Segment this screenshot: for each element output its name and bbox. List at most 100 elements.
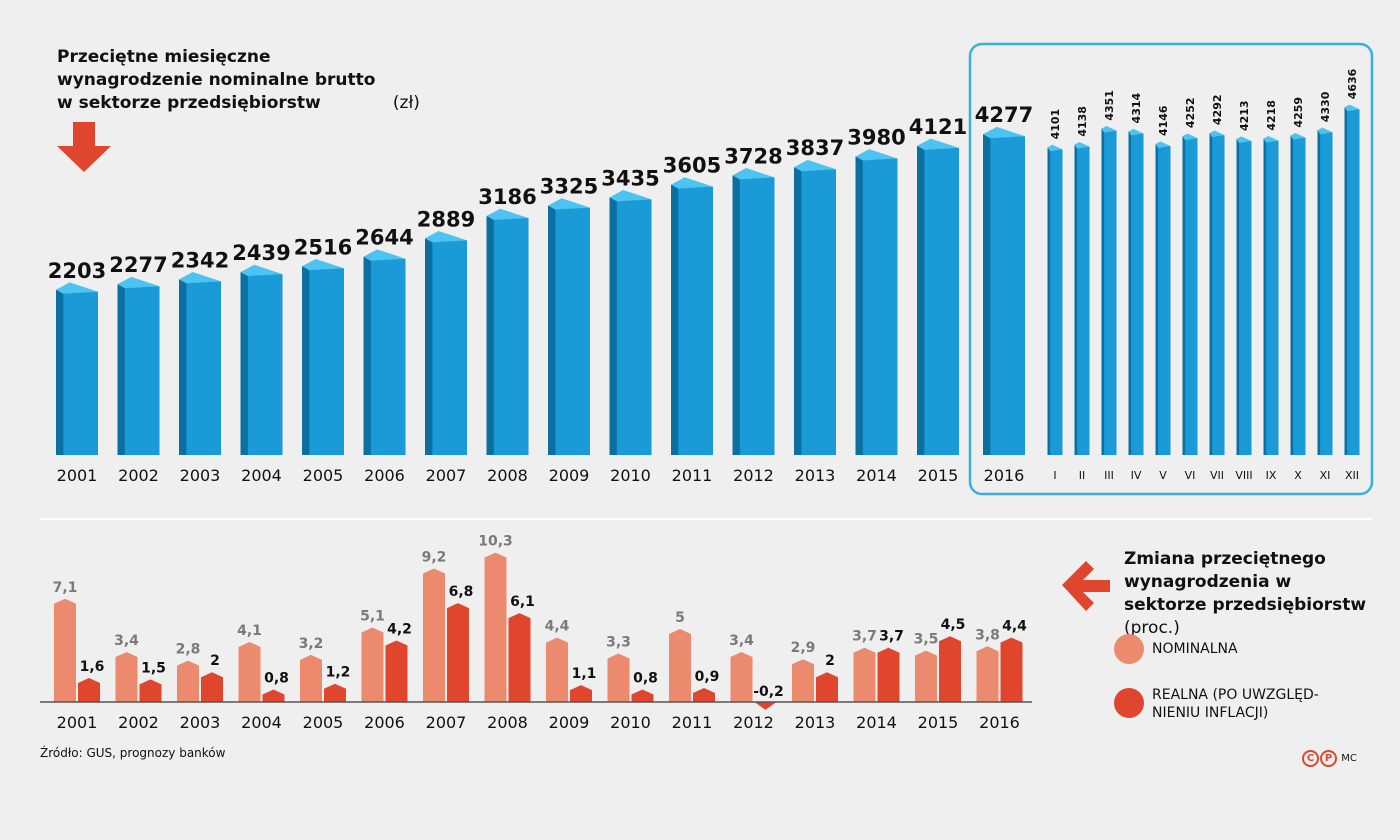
monthly-bar — [1131, 133, 1144, 455]
real-bar — [570, 685, 592, 702]
nominal-value-label: 3,5 — [914, 632, 939, 648]
nominal-value-label: 2,8 — [176, 642, 201, 658]
annual-value-label: 3605 — [663, 154, 721, 178]
month-tick-label: XI — [1320, 469, 1331, 482]
real-value-label: 0,9 — [695, 669, 720, 685]
annual-bar-top — [794, 159, 836, 172]
month-tick-label: IV — [1131, 469, 1142, 482]
annual-bar-top — [983, 126, 1025, 139]
annual-value-label: 2889 — [417, 207, 475, 231]
real-value-label: 2 — [825, 653, 835, 669]
source-note: Źródło: GUS, prognozy banków — [40, 746, 226, 760]
nominal-bar — [300, 654, 322, 702]
annual-bar — [924, 147, 959, 456]
annual-bar — [616, 199, 652, 455]
nominal-bar — [730, 652, 753, 702]
month-tick-label: VI — [1185, 469, 1196, 482]
year-tick-label: 2001 — [57, 713, 98, 732]
legend-real: REALNA (PO UWZGLĘD- NIENIU INFLACJI) — [1114, 686, 1319, 722]
monthly-bar — [1212, 135, 1225, 455]
annual-bar — [432, 240, 467, 455]
real-bar — [631, 689, 654, 702]
nominal-value-label: 4,1 — [237, 623, 262, 639]
top-chart-title: Przeciętne miesięczne wynagrodzenie nomi… — [57, 47, 420, 113]
real-value-label: 2 — [210, 653, 220, 669]
year-tick-label: 2013 — [795, 466, 836, 485]
year-tick-label: 2006 — [364, 466, 405, 485]
month-tick-label: VIII — [1235, 469, 1252, 482]
monthly-value-label: 4101 — [1049, 109, 1062, 140]
annual-bar-top — [548, 198, 590, 210]
monthly-bar — [1077, 146, 1090, 455]
monthly-bar-top — [1047, 144, 1063, 152]
real-value-label: 6,1 — [510, 594, 535, 610]
nominal-bar — [976, 646, 999, 702]
annual-value-label: 3980 — [847, 126, 905, 150]
annual-bar-top — [732, 168, 775, 180]
real-value-label: 1,6 — [80, 659, 105, 675]
arrow-down-icon — [57, 122, 111, 172]
annual-bar — [247, 274, 283, 455]
annual-bar — [186, 281, 221, 455]
monthly-value-label: 4146 — [1157, 105, 1170, 136]
monthly-bar — [1266, 140, 1279, 455]
real-value-label: 3,7 — [879, 629, 904, 645]
real-bar — [201, 672, 223, 702]
year-tick-label: 2012 — [733, 466, 774, 485]
monthly-bar-top — [1128, 128, 1144, 136]
real-value-label: 1,1 — [572, 666, 597, 682]
real-value-label: 4,4 — [1002, 619, 1027, 635]
monthly-value-label: 4259 — [1292, 97, 1305, 128]
monthly-value-label: 4252 — [1184, 97, 1197, 128]
annual-value-label: 3325 — [540, 175, 598, 199]
annual-bar-top — [302, 258, 344, 271]
annual-value-label: 2203 — [48, 259, 106, 283]
monthly-bar-top — [1101, 126, 1117, 133]
monthly-bar — [1185, 138, 1198, 455]
year-tick-label: 2010 — [610, 466, 651, 485]
monthly-bar-top — [1182, 133, 1198, 141]
year-tick-label: 2013 — [795, 713, 836, 732]
monthly-value-label: 4213 — [1238, 100, 1251, 131]
monthly-bar-top — [1263, 136, 1279, 143]
nominal-bar — [669, 629, 691, 702]
nominal-bar — [177, 660, 199, 702]
year-tick-label: 2001 — [57, 466, 98, 485]
annual-value-label: 2516 — [294, 235, 352, 259]
year-tick-label: 2008 — [487, 713, 528, 732]
annual-bar — [370, 258, 406, 455]
real-bar — [447, 603, 469, 702]
monthly-bar — [1158, 146, 1171, 456]
year-tick-label: 2015 — [918, 713, 959, 732]
year-tick-label: 2005 — [303, 466, 344, 485]
annual-bar — [678, 186, 713, 455]
nominal-value-label: 2,9 — [791, 640, 816, 656]
monthly-value-label: 4330 — [1319, 91, 1332, 122]
annual-bar-top — [240, 264, 283, 277]
year-tick-label: 2012 — [733, 713, 774, 732]
nominal-bar — [484, 552, 507, 702]
nominal-bar — [853, 647, 876, 702]
real-bar — [693, 688, 715, 702]
annual-bar-top — [486, 208, 529, 221]
month-tick-label: VII — [1210, 469, 1224, 482]
arrow-left-icon — [1062, 561, 1110, 611]
real-bar — [816, 672, 838, 702]
annual-bar — [739, 177, 775, 455]
annual-value-label: 4277 — [975, 103, 1033, 127]
monthly-bar — [1050, 149, 1063, 456]
month-tick-label: X — [1294, 469, 1302, 482]
legend-nominal: NOMINALNA — [1114, 634, 1238, 664]
annual-bar-top — [179, 272, 221, 284]
annual-bar-top — [855, 149, 898, 161]
annual-bar — [990, 136, 1025, 455]
real-bar — [262, 689, 285, 702]
monthly-bar — [1239, 141, 1252, 455]
annual-value-label: 3837 — [786, 136, 844, 160]
annual-value-label: 3186 — [478, 185, 536, 209]
annual-value-label: 2439 — [232, 241, 290, 265]
annual-value-label: 3435 — [601, 166, 659, 190]
bottom-chart-title: Zmiana przeciętnego wynagrodzenia w sekt… — [1124, 549, 1367, 638]
